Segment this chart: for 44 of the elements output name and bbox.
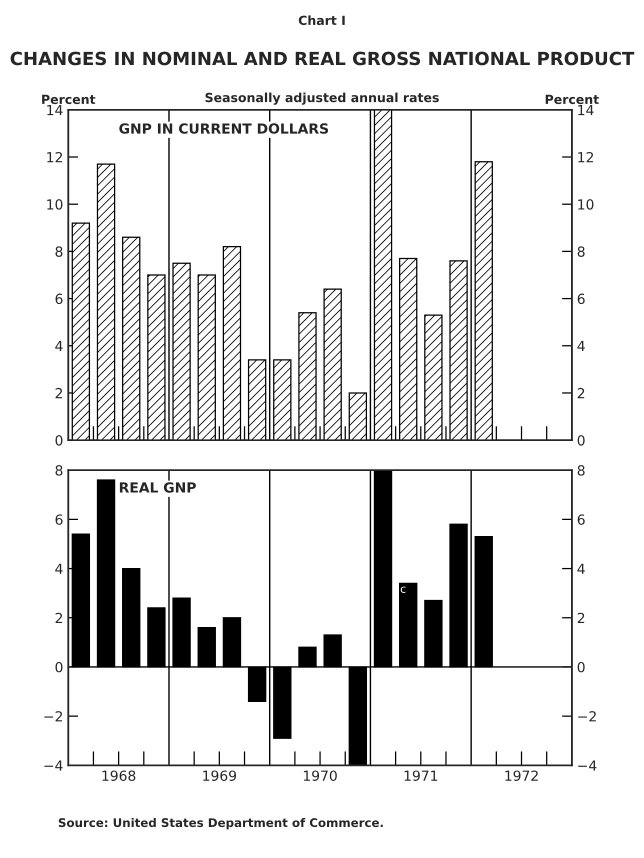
y-tick-label: 2 <box>56 612 62 624</box>
series-label: REAL GNP <box>120 482 196 493</box>
y-tick-label: 6 <box>56 514 63 525</box>
x-tick-label: 1970 <box>304 770 337 781</box>
chart-title: CHANGES IN NOMINAL AND REAL GROSS NATIONAL PRODUCT <box>10 52 634 66</box>
annotation: c <box>400 586 406 593</box>
y2-tick-label: −2 <box>578 711 596 722</box>
y2-tick-label: 4 <box>577 564 585 574</box>
y-tick-label: 2 <box>56 388 62 398</box>
y-tick-label: 4 <box>55 564 63 574</box>
y-tick-label: −2 <box>44 711 62 722</box>
y-tick-label: 0 <box>55 435 62 446</box>
x-tick-label: 1972 <box>505 770 538 781</box>
x-tick-label: 1969 <box>203 770 236 781</box>
y-tick-label: 0 <box>55 662 62 672</box>
y-tick-label: 14 <box>47 104 63 116</box>
y2-tick-label: 6 <box>578 294 585 304</box>
y-tick-label: 8 <box>56 246 62 257</box>
y-tick-label: 10 <box>47 199 62 210</box>
source-note: Source: United States Department of Commerce. <box>58 818 383 830</box>
y2-tick-label: 2 <box>578 612 584 624</box>
y-tick-label: 8 <box>56 465 62 476</box>
y-tick-label: 6 <box>56 294 63 304</box>
y-tick-label: 12 <box>47 152 62 162</box>
text: Chart I <box>298 15 345 26</box>
chart-subtitle: Seasonally adjusted annual rates <box>205 92 439 105</box>
y2-tick-label: 0 <box>578 435 585 446</box>
y2-tick-label: 2 <box>578 388 584 398</box>
y-tick-label: 4 <box>55 340 63 352</box>
x-tick-label: 1971 <box>404 770 438 781</box>
y2-axis-title: Percent <box>546 94 599 104</box>
text: GNP IN CURRENT DOLLARS <box>119 123 328 134</box>
y2-tick-label: 0 <box>578 662 585 672</box>
y-tick-label: −4 <box>44 760 63 771</box>
y2-tick-label: 10 <box>578 199 594 210</box>
y2-tick-label: 8 <box>578 246 585 257</box>
y2-tick-label: 12 <box>578 152 594 162</box>
y2-tick-label: 6 <box>578 514 585 525</box>
y-axis-title: Percent <box>42 94 96 104</box>
y2-tick-label: 8 <box>578 465 585 476</box>
x-tick-label: 1968 <box>102 770 136 781</box>
y2-tick-label: 4 <box>577 340 585 352</box>
y2-tick-label: 14 <box>578 104 594 116</box>
y2-tick-label: −4 <box>578 760 596 771</box>
